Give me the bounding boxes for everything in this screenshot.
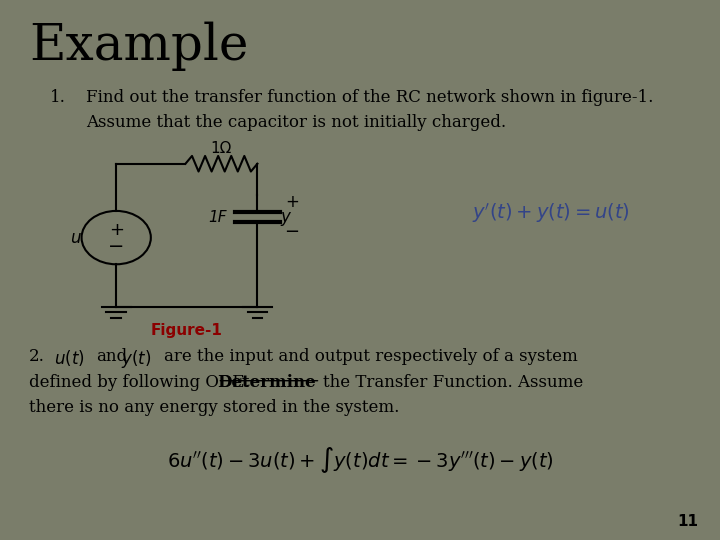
Text: 1Ω: 1Ω	[211, 141, 232, 156]
Text: 2.: 2.	[29, 348, 45, 365]
Text: $6u''(t) - 3u(t) + \int y(t)dt = -3y'''(t) - y(t)$: $6u''(t) - 3u(t) + \int y(t)dt = -3y'''(…	[166, 446, 554, 475]
Text: u: u	[70, 228, 80, 247]
Text: $\mathit{y(t)}$: $\mathit{y(t)}$	[121, 348, 151, 370]
Text: there is no any energy stored in the system.: there is no any energy stored in the sys…	[29, 399, 399, 416]
Text: 11: 11	[678, 514, 698, 529]
Text: Determine: Determine	[217, 374, 316, 390]
Text: Example: Example	[29, 22, 248, 71]
Text: Assume that the capacitor is not initially charged.: Assume that the capacitor is not initial…	[86, 114, 507, 131]
Text: defined by following ODE.: defined by following ODE.	[29, 374, 250, 390]
Text: −: −	[108, 238, 125, 256]
Text: and: and	[96, 348, 127, 365]
Text: 1F: 1F	[208, 210, 227, 225]
Text: +: +	[109, 221, 124, 239]
Text: +: +	[285, 193, 299, 211]
Text: 1.: 1.	[50, 89, 66, 106]
Text: Find out the transfer function of the RC network shown in figure-1.: Find out the transfer function of the RC…	[86, 89, 654, 106]
Text: $y'(t) + y(t) = u(t)$: $y'(t) + y(t) = u(t)$	[472, 201, 630, 225]
Text: are the input and output respectively of a system: are the input and output respectively of…	[164, 348, 578, 365]
Text: Figure-1: Figure-1	[151, 323, 222, 339]
Text: the Transfer Function. Assume: the Transfer Function. Assume	[323, 374, 582, 390]
Text: −: −	[284, 224, 300, 241]
Text: $\mathit{u(t)}$: $\mathit{u(t)}$	[54, 348, 85, 368]
Text: y: y	[280, 208, 290, 226]
